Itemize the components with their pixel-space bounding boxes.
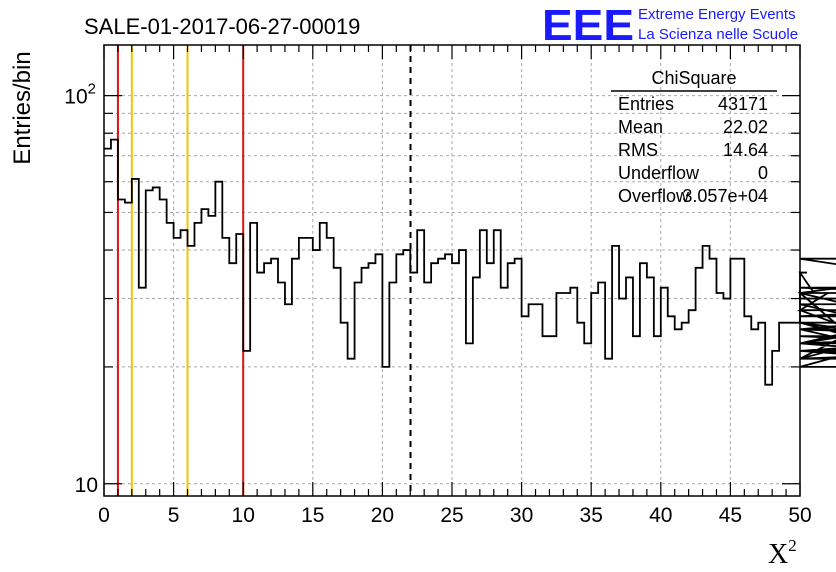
x-tick-label: 5 <box>168 504 180 527</box>
x-tick-label: 40 <box>649 504 672 527</box>
x-tick-label: 20 <box>371 504 394 527</box>
histogram-series <box>104 138 836 386</box>
x-axis-label-sup: 2 <box>788 536 797 555</box>
stats-value-rms: 14.64 <box>723 140 768 160</box>
x-axis-label-base: X <box>768 539 788 570</box>
stats-value-entries: 43171 <box>718 94 768 114</box>
x-axis-label: X2 <box>768 536 797 570</box>
stats-label-entries: Entries <box>618 94 674 114</box>
x-tick-label: 25 <box>440 504 463 527</box>
stats-label-rms: RMS <box>618 140 658 160</box>
eee-logo: EEE Extreme Energy Events La Scienza nel… <box>542 1 798 50</box>
y-tick-label-base: 10 <box>64 86 87 109</box>
x-tick-label: 50 <box>788 504 811 527</box>
y-tick-label-exp: 2 <box>88 81 96 98</box>
y-tick-label: 10 <box>75 474 98 497</box>
y-tick-label: 102 <box>64 81 96 109</box>
x-tick-label: 30 <box>510 504 533 527</box>
eee-logo-mark: EEE <box>542 1 634 50</box>
stats-label-overflow: Overflow <box>618 186 690 206</box>
x-tick-label: 15 <box>301 504 324 527</box>
stats-title: ChiSquare <box>651 68 736 88</box>
x-tick-label: 10 <box>232 504 255 527</box>
stats-label-underflow: Underflow <box>618 163 700 183</box>
logo-line-1: Extreme Energy Events <box>638 6 796 23</box>
stats-value-underflow: 0 <box>758 163 768 183</box>
x-tick-label: 35 <box>580 504 603 527</box>
stats-label-mean: Mean <box>618 117 663 137</box>
grid-layer <box>104 45 800 496</box>
stats-value-mean: 22.02 <box>723 117 768 137</box>
x-tick-label: 45 <box>719 504 742 527</box>
stats-box: ChiSquare Entries 43171 Mean 22.02 RMS 1… <box>611 68 777 206</box>
x-axis: 0 5 10 15 20 25 30 35 40 45 50 <box>98 45 812 527</box>
stats-value-overflow: 3.057e+04 <box>682 186 768 206</box>
x-tick-label: 0 <box>98 504 110 527</box>
chart-title: SALE-01-2017-06-27-00019 <box>84 14 360 39</box>
logo-line-2: La Scienza nelle Scuole <box>638 26 798 43</box>
histogram-outline <box>104 138 836 386</box>
y-axis-label: Entries/bin <box>9 51 36 164</box>
